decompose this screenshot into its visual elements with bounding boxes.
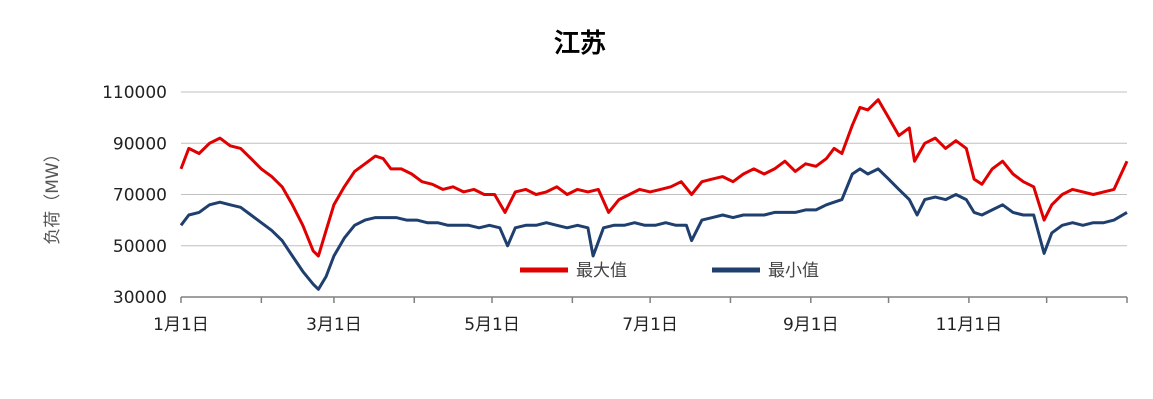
series-line-1 <box>179 167 1128 291</box>
chart-title: 江苏 <box>554 29 606 59</box>
legend-label-min: 最小值 <box>768 261 819 281</box>
x-tick-label-4: 9月1日 <box>783 315 839 335</box>
legend-label-max: 最大值 <box>576 261 627 281</box>
x-axis: 1月1日 3月1日 5月1日 7月1日 9月1日 11月1日 <box>153 296 1128 335</box>
grid-lines <box>181 91 1127 298</box>
x-tick-label-1: 3月1日 <box>306 315 362 335</box>
x-tick-label-3: 7月1日 <box>622 315 678 335</box>
legend: 最大值 最小值 <box>520 261 819 281</box>
y-axis-label: 负荷（MW） <box>43 145 63 244</box>
y-tick-label-3: 90000 <box>113 134 167 154</box>
y-tick-label-2: 70000 <box>113 186 167 206</box>
y-tick-labels: 30000 50000 70000 90000 110000 <box>102 83 167 308</box>
x-tick-label-0: 1月1日 <box>153 315 209 335</box>
x-tick-label-5: 11月1日 <box>936 315 1002 335</box>
y-tick-label-0: 30000 <box>113 288 167 308</box>
x-tick-label-2: 5月1日 <box>464 315 520 335</box>
series-lines <box>179 98 1129 291</box>
series-line-0 <box>179 98 1129 258</box>
y-tick-label-4: 110000 <box>102 83 167 103</box>
y-tick-label-1: 50000 <box>113 237 167 257</box>
